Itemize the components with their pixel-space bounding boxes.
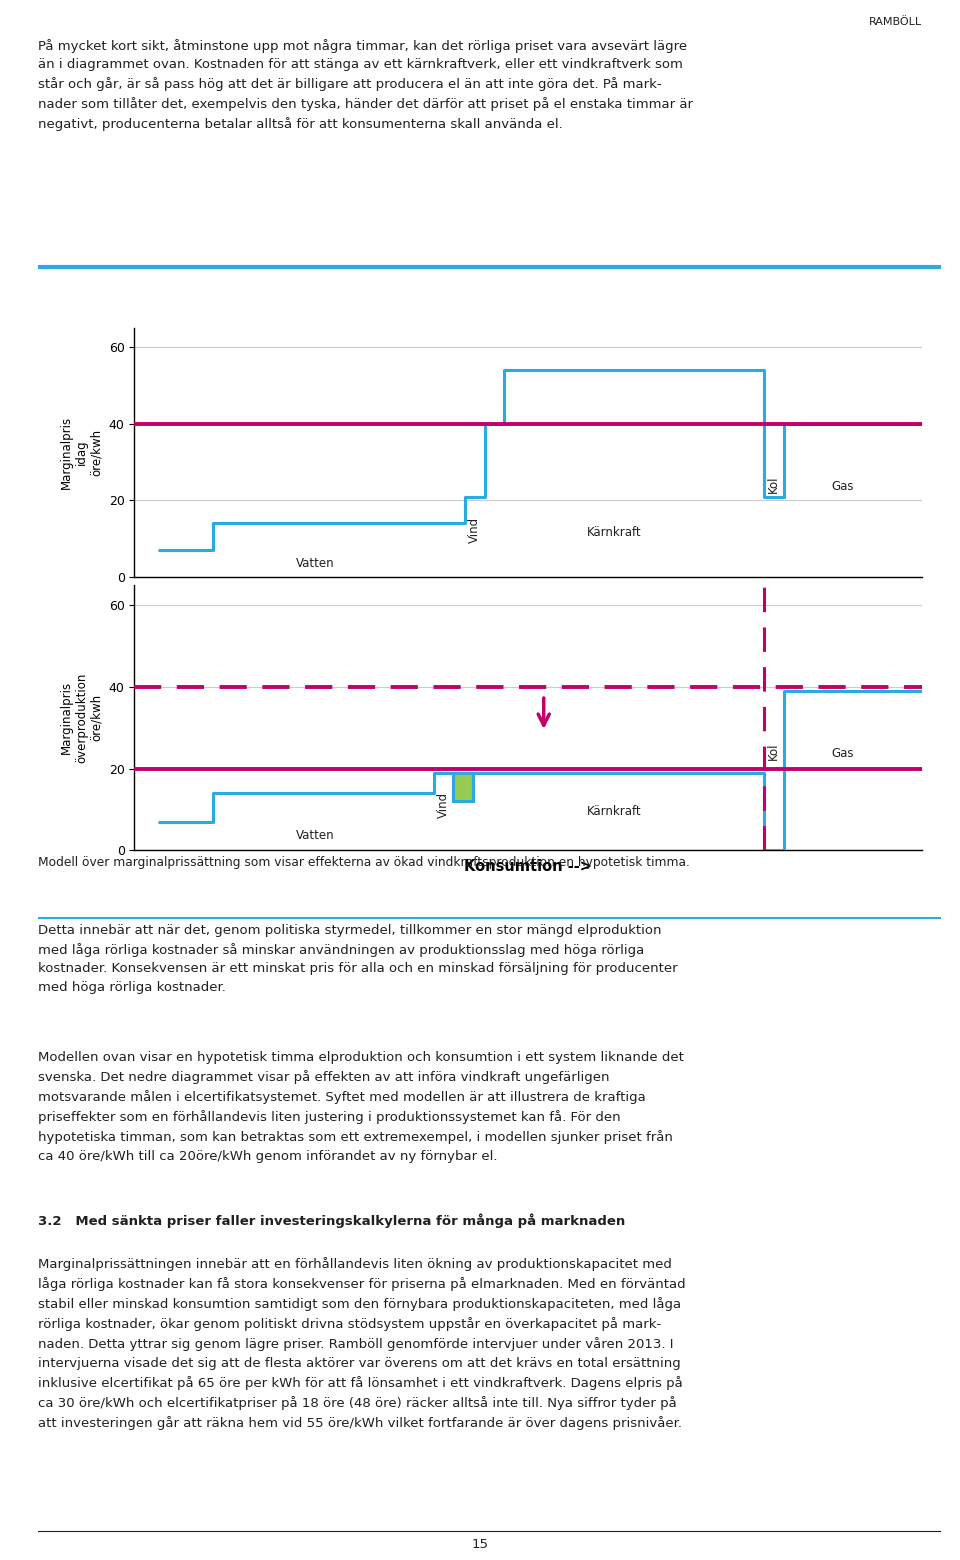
Text: Kärnkraft: Kärnkraft [588, 526, 642, 538]
Text: Gas: Gas [831, 480, 854, 493]
Text: RAMBÖLL: RAMBÖLL [869, 17, 922, 27]
Text: Vatten: Vatten [296, 557, 335, 569]
Text: Figur 13 Priseffekt av en produktionsjustering (Extremscenario): Figur 13 Priseffekt av en produktionsjus… [52, 290, 556, 304]
Text: Gas: Gas [831, 747, 854, 760]
Text: Marginalprissättningen innebär att en förhållandevis liten ökning av produktions: Marginalprissättningen innebär att en fö… [38, 1257, 686, 1431]
Y-axis label: Marginalpris
överproduktion
öre/kwh: Marginalpris överproduktion öre/kwh [60, 672, 104, 763]
Text: Vatten: Vatten [296, 828, 335, 842]
Text: Vind: Vind [468, 516, 481, 543]
Text: Detta innebär att när det, genom politiska styrmedel, tillkommer en stor mängd e: Detta innebär att när det, genom politis… [38, 924, 678, 994]
Text: Modellen ovan visar en hypotetisk timma elproduktion och konsumtion i ett system: Modellen ovan visar en hypotetisk timma … [38, 1051, 684, 1162]
Text: Modell över marginalprissättning som visar effekterna av ökad vindkraftsprodukti: Modell över marginalprissättning som vis… [38, 856, 690, 869]
Y-axis label: Marginalpris
idag
öre/kwh: Marginalpris idag öre/kwh [60, 417, 104, 488]
Text: Kol: Kol [767, 743, 780, 760]
X-axis label: Konsumtion -->: Konsumtion --> [464, 858, 592, 874]
Text: På mycket kort sikt, åtminstone upp mot några timmar, kan det rörliga priset var: På mycket kort sikt, åtminstone upp mot … [38, 39, 693, 131]
Text: 15: 15 [471, 1538, 489, 1551]
Text: Kol: Kol [767, 476, 780, 493]
Text: Vind: Vind [437, 791, 449, 817]
Text: 3.2   Med sänkta priser faller investeringskalkylerna för många på marknaden: 3.2 Med sänkta priser faller investering… [38, 1214, 626, 1228]
Text: Kärnkraft: Kärnkraft [588, 805, 642, 817]
